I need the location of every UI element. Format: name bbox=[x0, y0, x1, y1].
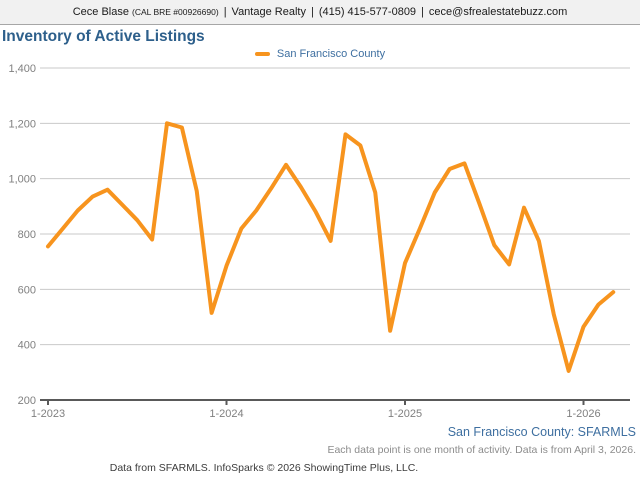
agent-name: Cece Blase bbox=[72, 6, 129, 18]
y-axis-tick-label: 400 bbox=[18, 340, 36, 352]
footer-attribution: Data from SFARMLS. InfoSparks © 2026 Sho… bbox=[109, 462, 419, 474]
header-divider: | bbox=[310, 6, 314, 18]
y-axis-tick-label: 200 bbox=[18, 395, 36, 407]
agent-email: cece@sfrealestatebuzz.com bbox=[428, 6, 568, 18]
y-axis-tick-label: 800 bbox=[18, 229, 36, 241]
agent-phone: (415) 415-577-0809 bbox=[318, 6, 417, 18]
chart-legend: San Francisco County bbox=[0, 47, 640, 61]
legend-series-label: San Francisco County bbox=[276, 48, 386, 60]
agent-license: (CAL BRE #00926690) bbox=[132, 7, 219, 17]
x-axis-tick-label: 1-2024 bbox=[209, 408, 243, 420]
x-axis-tick-label: 1-2026 bbox=[566, 408, 600, 420]
footer-data-note: Each data point is one month of activity… bbox=[327, 444, 636, 456]
footer-source-label: San Francisco County: SFARMLS bbox=[447, 425, 636, 439]
legend-line-swatch bbox=[254, 52, 270, 56]
y-axis-tick-label: 1,000 bbox=[8, 174, 36, 186]
x-axis-tick-label: 1-2023 bbox=[31, 408, 65, 420]
header-divider: | bbox=[223, 6, 227, 18]
y-axis-tick-label: 1,200 bbox=[8, 118, 36, 130]
x-axis-tick-label: 1-2025 bbox=[388, 408, 422, 420]
series-line-san-francisco-county bbox=[46, 121, 616, 373]
agent-company: Vantage Realty bbox=[231, 6, 306, 18]
y-axis-tick-label: 600 bbox=[18, 284, 36, 296]
chart-title: Inventory of Active Listings bbox=[2, 28, 205, 45]
y-axis-tick-label: 1,400 bbox=[8, 63, 36, 75]
header-divider: | bbox=[421, 6, 424, 18]
agent-header-bar: Cece Blase (CAL BRE #00926690) | Vantage… bbox=[0, 0, 640, 25]
